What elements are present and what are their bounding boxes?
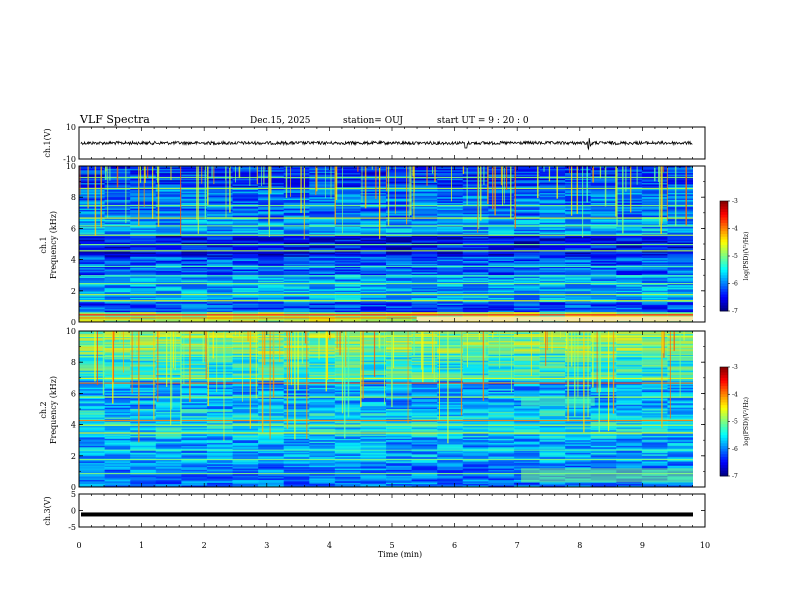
colorbar-tick-label: -3 — [732, 198, 738, 205]
y-tick-label: 0 — [71, 318, 76, 327]
colorbar-tick-label: -7 — [732, 308, 738, 315]
colorbar-label: log(PSD)(V²/Hz) — [743, 232, 750, 281]
station-label: station= OUJ — [343, 116, 403, 126]
ch2-spectrogram-ylabel-freq: Frequency (kHz) — [49, 376, 58, 444]
ch1-waveform-ylabel: ch.1(V) — [43, 128, 52, 157]
spectrogram-image — [79, 166, 693, 322]
x-tick-label: 6 — [452, 541, 457, 550]
x-tick-label: 4 — [327, 541, 332, 550]
y-tick-label: 10 — [66, 162, 76, 171]
ch1-spectrogram-panel: 0 2 4 6 8 10 — [66, 162, 706, 327]
ch1-waveform-panel: 10 -10 — [63, 123, 706, 164]
ch2-spectrogram-ylabel-channel: ch.2 — [39, 401, 48, 418]
figure-title: VLF Spectra — [79, 113, 150, 126]
colorbar-tick-label: -6 — [732, 446, 738, 453]
y-tick-label: 2 — [71, 452, 76, 461]
colorbar-label: log(PSD)(V²/Hz) — [743, 397, 750, 446]
ch1-spectrogram-ylabel-freq: Frequency (kHz) — [49, 211, 58, 279]
date-label: Dec.15, 2025 — [250, 116, 311, 126]
colorbars: -3 -4 -5 -6 -7 log(PSD)(V²/Hz) -3 -4 -5 -6 -7 log(P… — [719, 198, 750, 480]
y-tick-label: 4 — [71, 256, 76, 265]
colorbar-tick-label: -5 — [732, 419, 738, 426]
y-tick-label: 6 — [71, 389, 76, 398]
ch3-ylabel: ch.3(V) — [43, 496, 52, 525]
y-tick-label: -10 — [63, 155, 76, 164]
x-tick-label: 5 — [389, 541, 394, 550]
y-tick-label: 10 — [66, 327, 76, 336]
x-tick-label: 3 — [264, 541, 269, 550]
ch1-waveform-trace — [80, 138, 693, 151]
y-tick-label: 0 — [71, 483, 76, 492]
y-tick-label: 10 — [66, 123, 76, 132]
ch1-spectrogram-ylabel-channel: ch.1 — [39, 236, 48, 253]
x-axis-label: Time (min) — [378, 550, 422, 559]
y-tick-label: 8 — [71, 193, 76, 202]
colorbar-tick-label: -4 — [732, 226, 738, 233]
ch3-trace — [81, 512, 693, 517]
x-tick-label: 10 — [700, 541, 710, 550]
start-time-label: start UT = 9 : 20 : 0 — [437, 116, 529, 126]
y-tick-label: 4 — [71, 421, 76, 430]
time-axis: 0 1 2 3 4 5 6 7 8 9 10 — [76, 541, 710, 550]
colorbar-tick-label: -3 — [732, 364, 738, 371]
y-tick-label: 8 — [71, 358, 76, 367]
x-tick-label: 1 — [139, 541, 144, 550]
y-tick-label: 0 — [71, 507, 76, 516]
ch2-spectrogram-panel: 0 2 4 6 8 10 — [66, 327, 706, 492]
x-tick-label: 7 — [515, 541, 520, 550]
ch3-voltage-panel: 5 0 -5 — [68, 490, 706, 532]
x-tick-label: 2 — [202, 541, 207, 550]
y-tick-label: 5 — [71, 490, 76, 499]
spectrogram-image — [79, 331, 693, 487]
y-tick-label: 2 — [71, 287, 76, 296]
colorbar-tick-label: -7 — [732, 473, 738, 480]
y-tick-label: -5 — [68, 523, 76, 532]
colorbar-tick-label: -6 — [732, 281, 738, 288]
y-tick-label: 6 — [71, 224, 76, 233]
ch3-frame — [78, 493, 706, 528]
x-tick-label: 9 — [640, 541, 645, 550]
x-tick-label: 8 — [577, 541, 582, 550]
colorbar-tick-label: -4 — [732, 391, 738, 398]
colorbar-tick-label: -5 — [732, 253, 738, 260]
x-tick-label: 0 — [76, 541, 81, 550]
